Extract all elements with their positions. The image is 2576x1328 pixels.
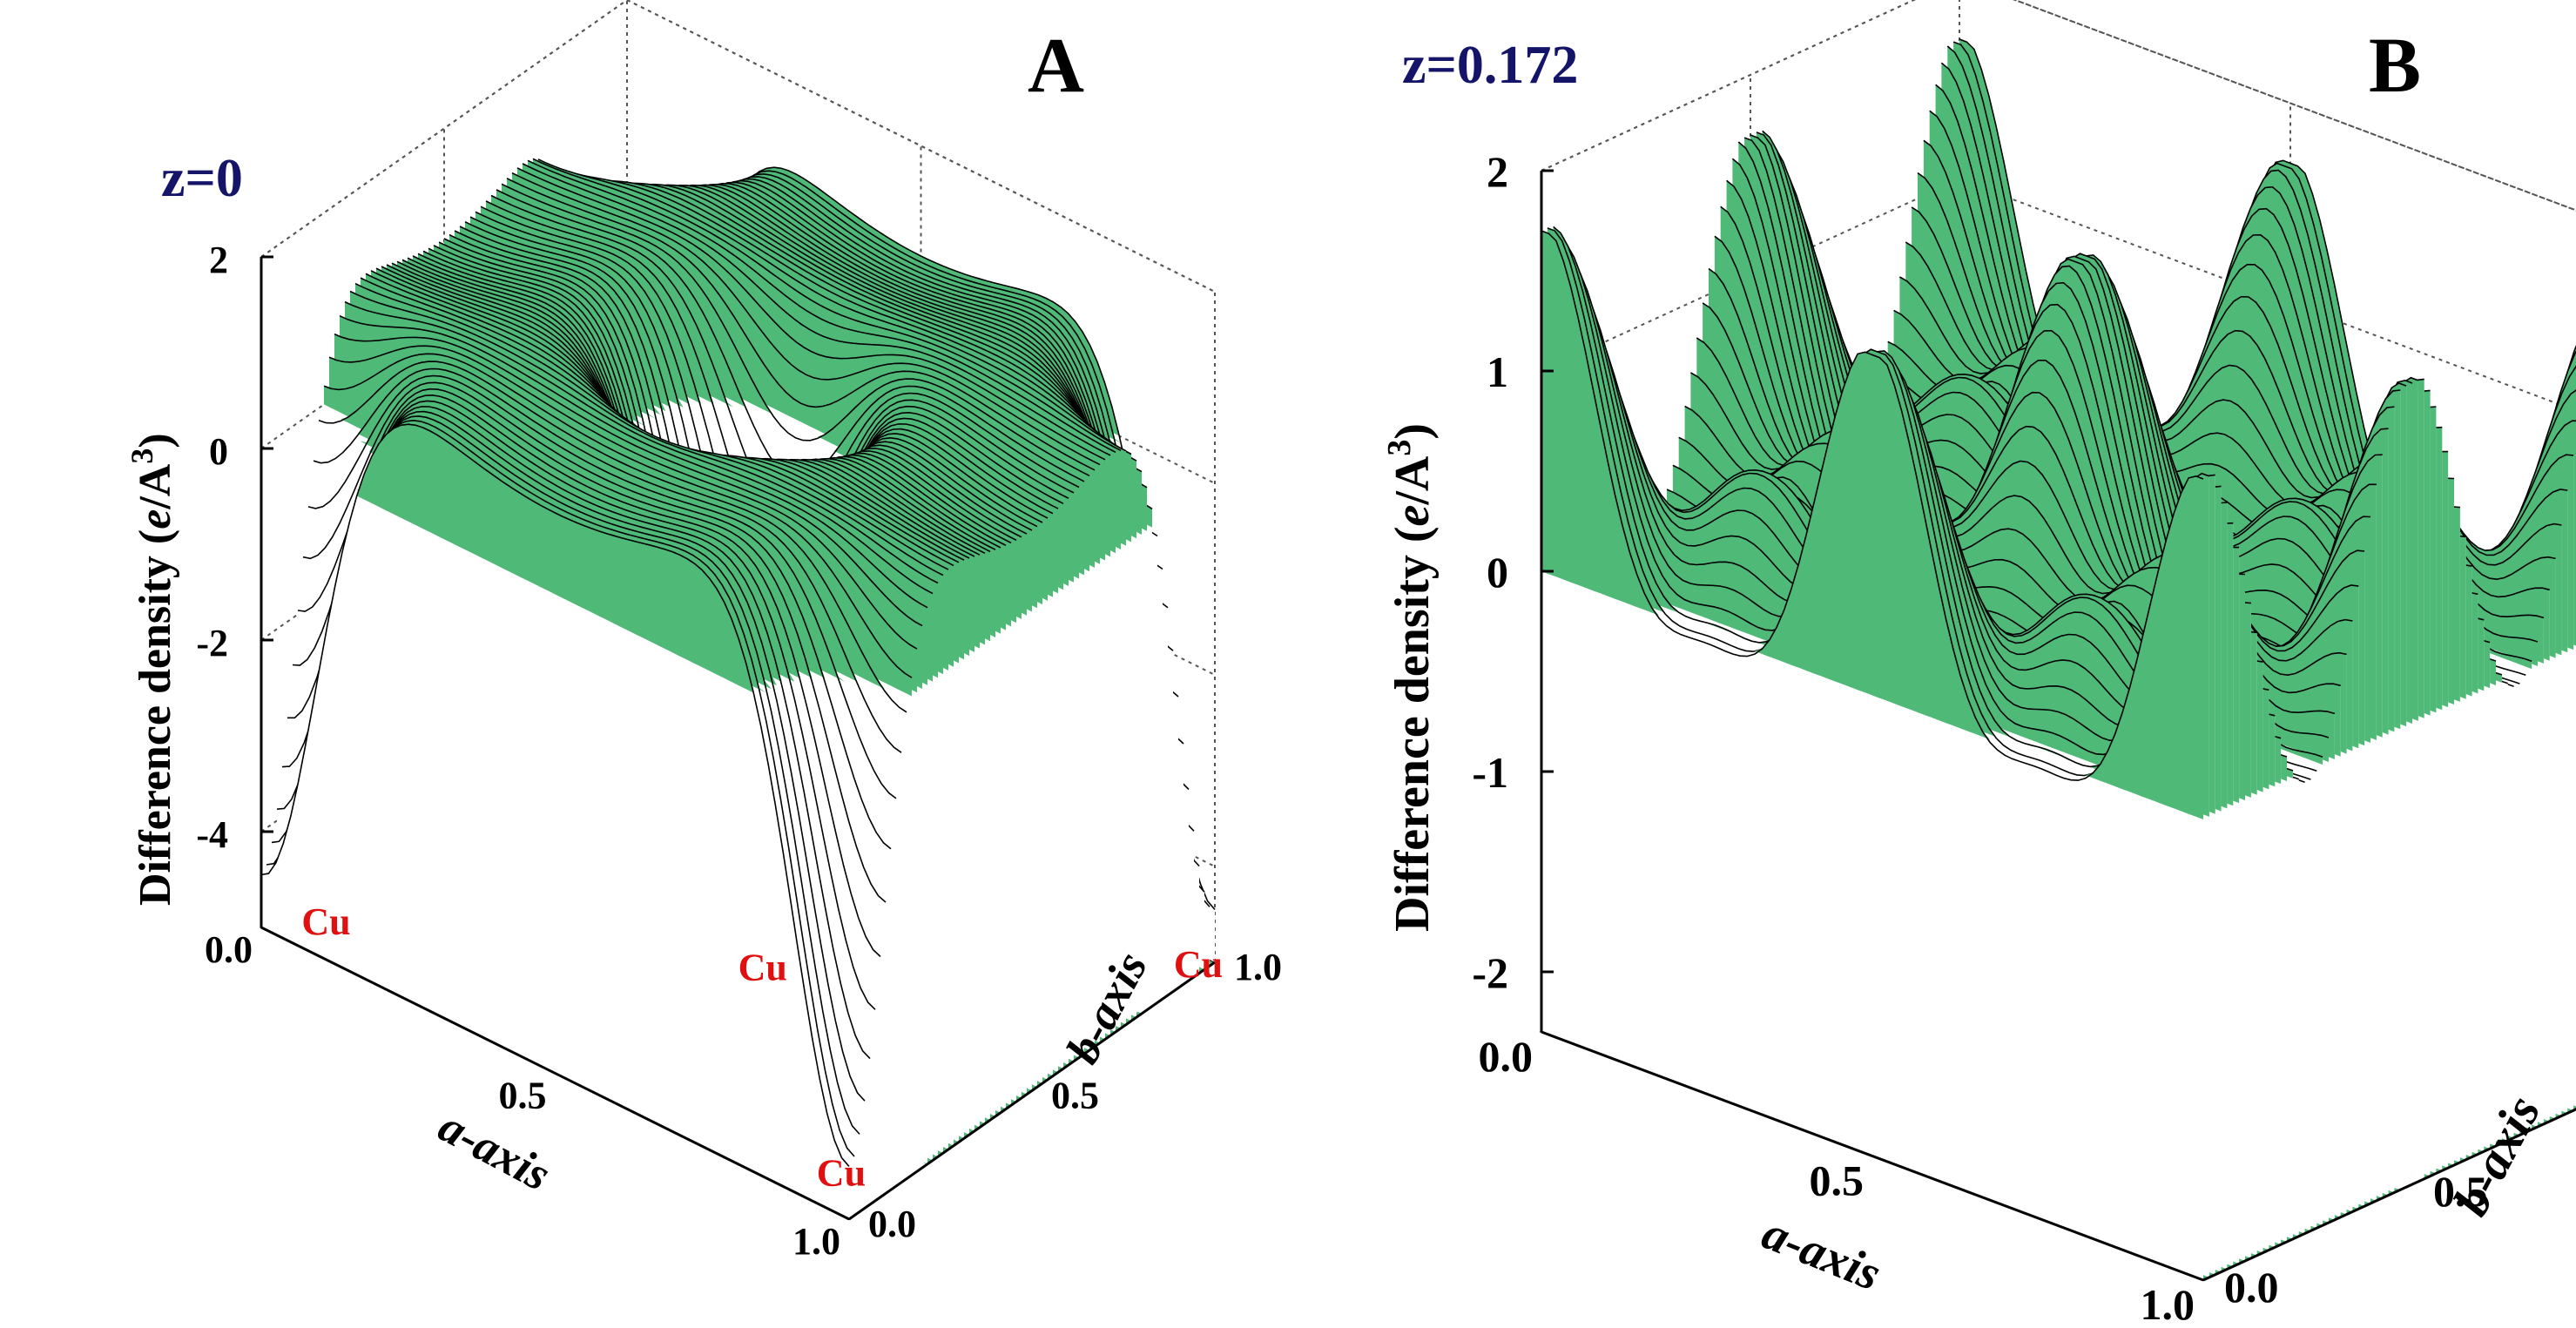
- b-tick-label: 0.5: [1051, 1075, 1099, 1117]
- panel-a-label: A: [1028, 23, 1084, 109]
- panel-a: 2 0 -2 -4 0.0 0.5 1.0 0.0 0.5 1.0 A z=0 Differenc…: [125, 0, 1282, 1263]
- a-axis-line: [1541, 1030, 2204, 1282]
- panel-a-z-axis-label: Difference density (e/A3): [125, 433, 180, 906]
- surface-row-line: [260, 423, 850, 1168]
- surface-row-line: [548, 168, 1137, 462]
- surface-row-line: [307, 374, 897, 799]
- panel-b: 210-1-20.00.51.00.00.51.0 B z=0.172 Diff…: [1381, 0, 2576, 1328]
- surface-row-line: [1541, 230, 2204, 781]
- a-tick-label: 0.0: [205, 928, 253, 971]
- a-tick-label: 0.5: [499, 1075, 547, 1117]
- panel-b-x-axis-label: a-axis: [1755, 1206, 1888, 1302]
- b-tick-label: 1.0: [1234, 946, 1282, 988]
- surface-row-line: [522, 163, 1111, 456]
- wall-top-edge: [2013, 0, 2576, 212]
- surface-green: [261, 424, 849, 740]
- panel-b-slice-label: z=0.172: [1402, 36, 1578, 95]
- z-tick-label: -2: [1472, 948, 1508, 997]
- b-tick-label: 0.5: [2433, 1167, 2488, 1216]
- surface-row-line: [511, 172, 1101, 466]
- b-axis-line: [2202, 1108, 2576, 1282]
- panel-b-surface-mesh: [1541, 38, 2576, 1280]
- panel-b-z-axis-label: Difference density (e/A3): [1381, 423, 1440, 932]
- z-tick-label: 2: [209, 239, 228, 281]
- surface-row-line: [558, 183, 1148, 489]
- cu-label: Cu: [817, 1151, 866, 1194]
- surface-row-line: [328, 345, 918, 650]
- surface-row-line: [527, 159, 1116, 454]
- a-axis-line: [260, 926, 850, 1221]
- surface-row-line: [506, 178, 1096, 471]
- surface-row-line: [532, 158, 1122, 452]
- surface-green: [1541, 231, 2203, 819]
- panel-a-surface-mesh: [260, 158, 1216, 1219]
- surface-row-line: [292, 394, 881, 958]
- surface-row-line: [537, 158, 1127, 452]
- surface-row-line: [313, 367, 902, 753]
- b-tick-label: 0.0: [868, 1203, 916, 1245]
- panel-a-slice-label: z=0: [161, 149, 243, 208]
- z-tick-label: 1: [1487, 347, 1508, 396]
- surface-row-line: [334, 333, 923, 627]
- cu-label: Cu: [738, 946, 787, 988]
- surface-row-line: [297, 388, 887, 903]
- surface-row-line: [354, 282, 944, 576]
- a-tick-label: 0.0: [1479, 1032, 1534, 1081]
- z-tick-label: -4: [196, 813, 228, 856]
- panel-b-label: B: [2369, 23, 2421, 109]
- panel-a-ticks: 2 0 -2 -4 0.0 0.5 1.0 0.0 0.5 1.0: [196, 239, 1282, 1263]
- surface-row-line: [318, 361, 907, 713]
- a-tick-label: 0.5: [1810, 1156, 1865, 1205]
- panel-b-ticks: 210-1-20.00.51.00.00.51.0: [1472, 147, 2576, 1328]
- surface-occluder: [1541, 231, 2203, 1280]
- b-tick-label: 0.0: [2224, 1263, 2279, 1311]
- panel-a-z-label-text: Difference density (: [131, 529, 180, 906]
- cu-label: Cu: [1174, 943, 1223, 986]
- z-tick-label: 0: [1487, 548, 1508, 597]
- surface-row-line: [349, 290, 939, 584]
- a-tick-label: 1.0: [2141, 1280, 2195, 1328]
- surface-row-line: [323, 353, 913, 678]
- cu-label: Cu: [301, 900, 350, 943]
- surface-row-line: [516, 167, 1106, 461]
- z-tick-label: 0: [209, 430, 228, 473]
- z-tick-label: -1: [1472, 748, 1508, 797]
- a-tick-label: 1.0: [792, 1220, 840, 1263]
- b-axis-line: [848, 961, 1216, 1221]
- surface-row-line: [339, 314, 928, 609]
- z-tick-label: 2: [1487, 147, 1508, 196]
- surface-row-line: [501, 183, 1090, 477]
- panel-a-cu-labels: Cu Cu Cu Cu: [301, 900, 1223, 1195]
- z-tick-label: -2: [196, 622, 228, 664]
- surface-row-line: [302, 381, 892, 850]
- surface-row-line: [553, 179, 1143, 473]
- surface-row-line: [344, 300, 934, 595]
- surface-row-line: [543, 161, 1132, 455]
- wall-gridline: [260, 0, 1216, 293]
